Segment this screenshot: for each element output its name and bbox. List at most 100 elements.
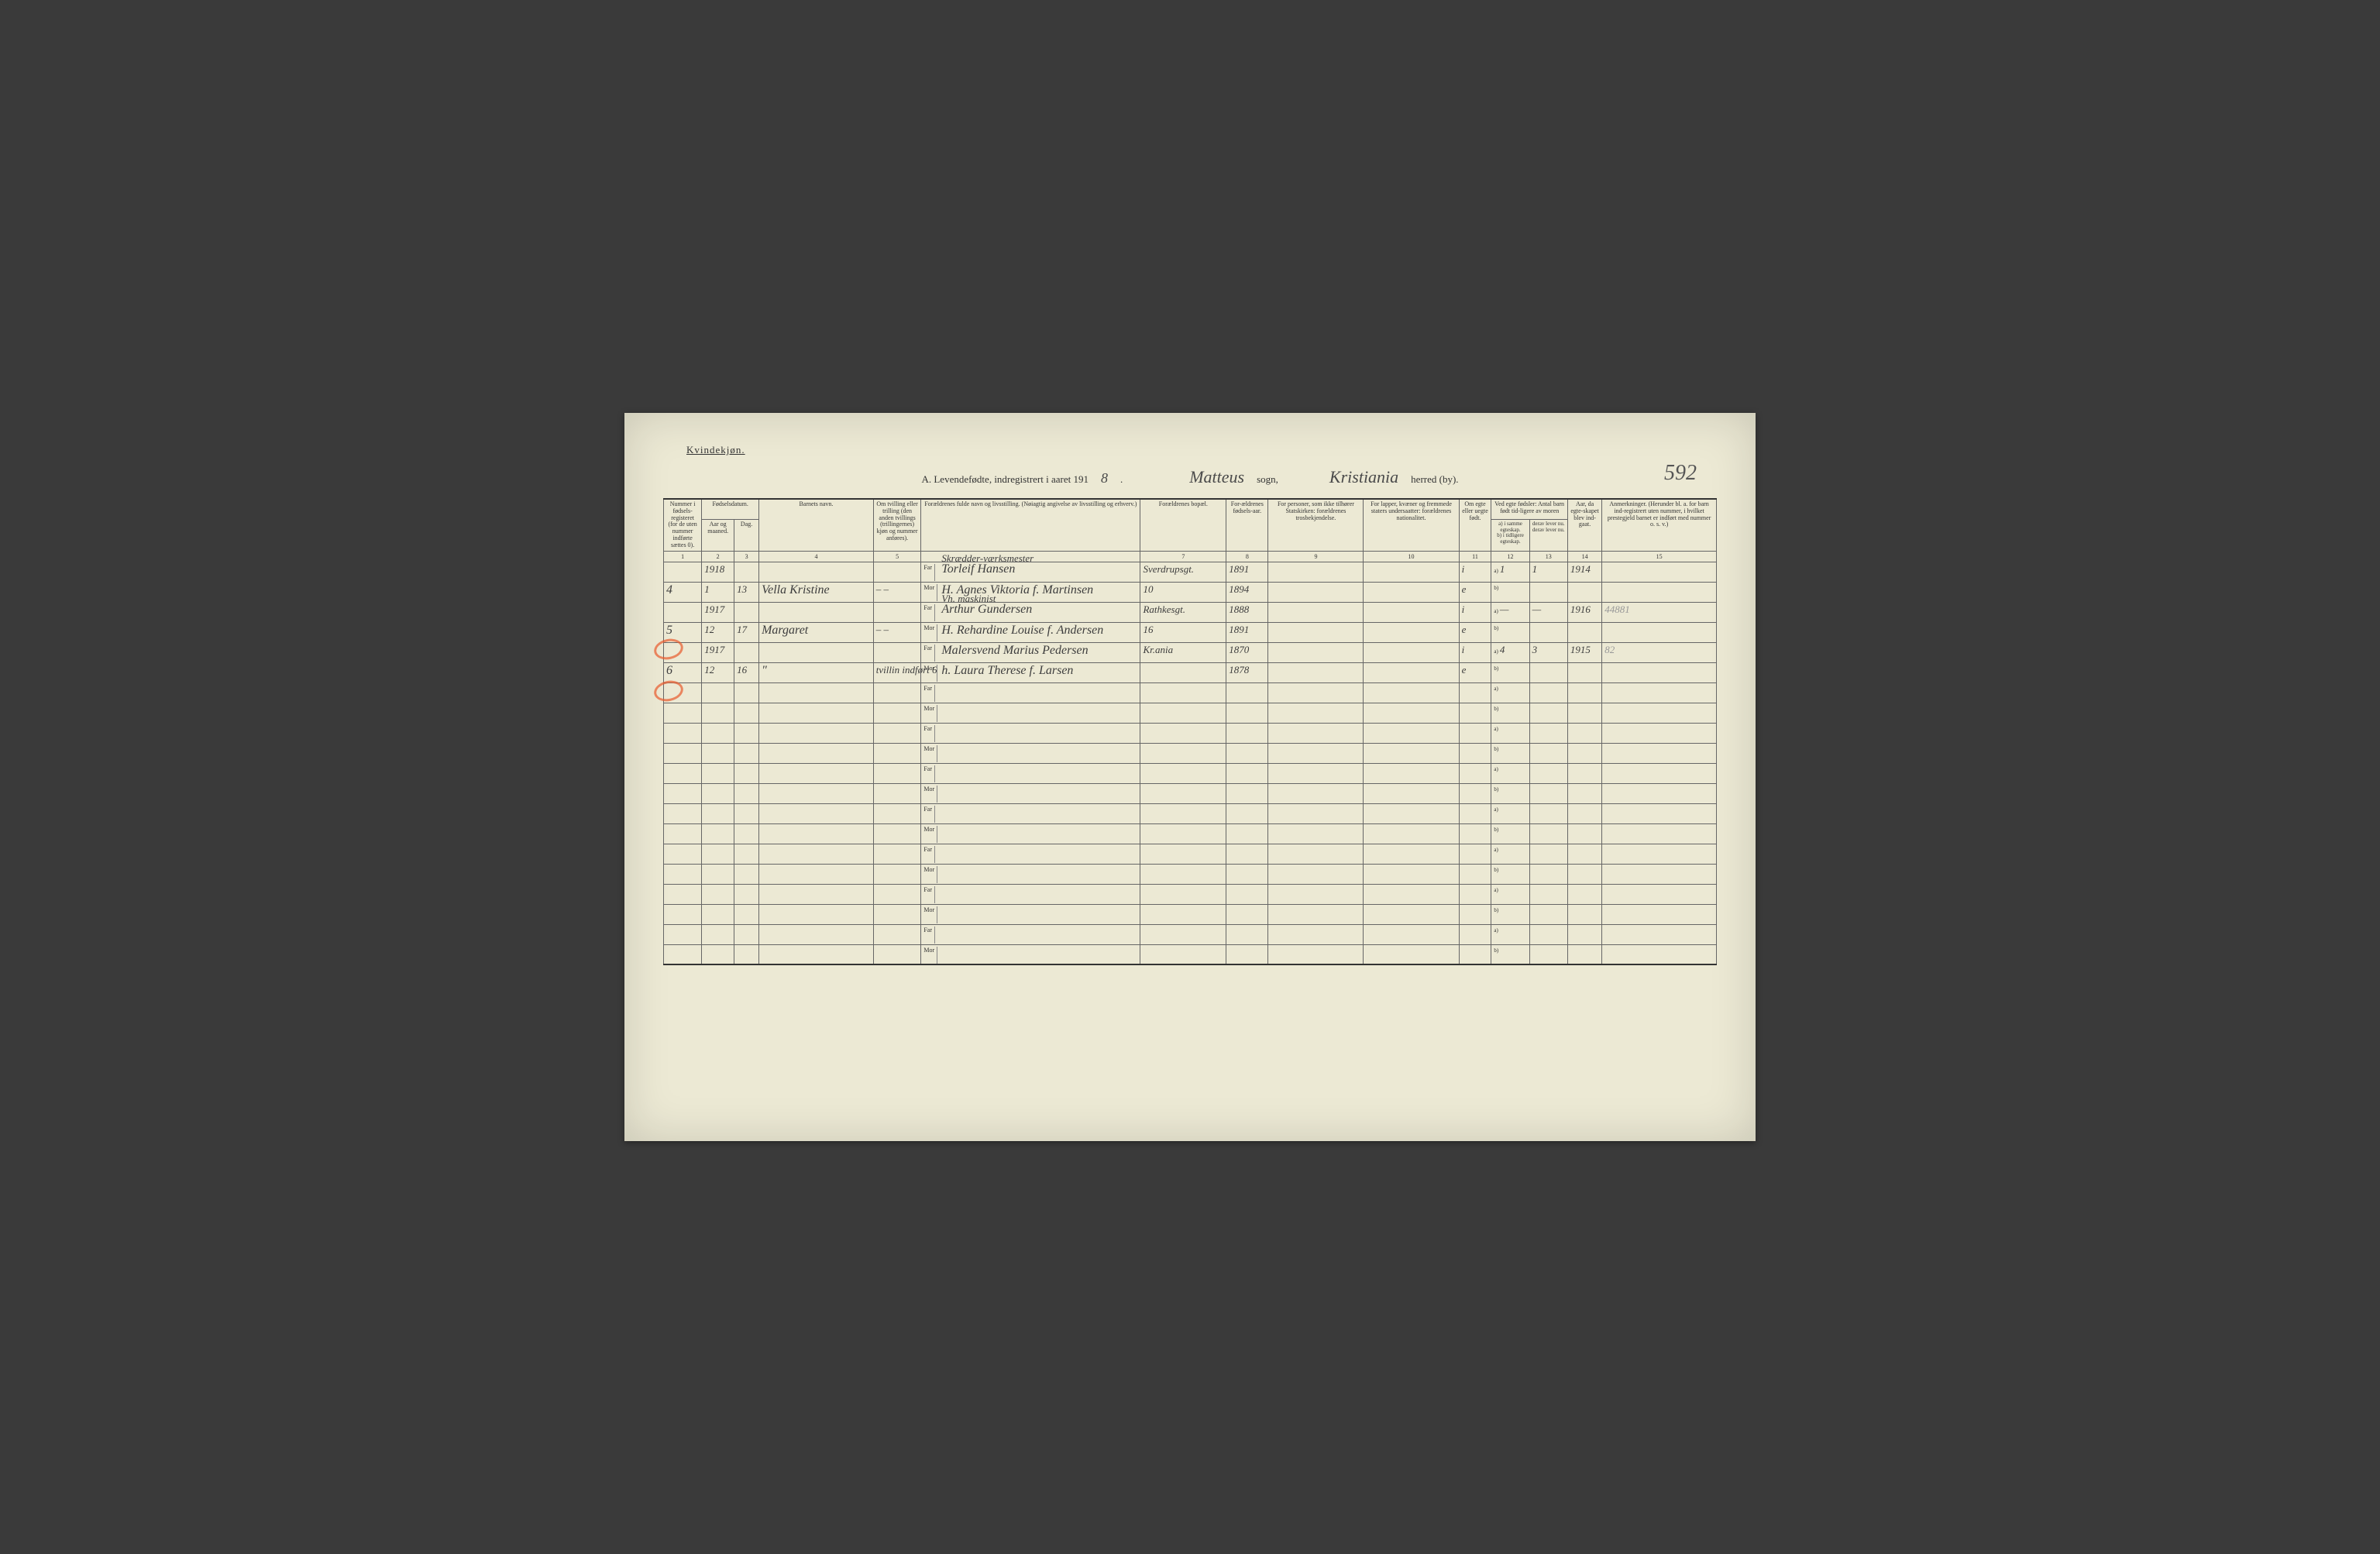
cell bbox=[873, 844, 921, 864]
cell bbox=[1567, 723, 1601, 743]
mor-name: MorH. Rehardine Louise f. Andersen bbox=[921, 622, 1140, 642]
cell bbox=[1602, 783, 1717, 803]
mor-birthyear: 1894 bbox=[1226, 582, 1268, 602]
title-row: A. Levendefødte, indregistrert i aaret 1… bbox=[663, 467, 1717, 487]
cell bbox=[759, 682, 874, 703]
column-number: 2 bbox=[702, 551, 734, 562]
cell bbox=[1459, 783, 1491, 803]
cell bbox=[1226, 904, 1268, 924]
cell bbox=[734, 864, 759, 884]
c9 bbox=[1268, 582, 1364, 602]
cell bbox=[1602, 864, 1717, 884]
mor-label: Mor bbox=[921, 864, 1140, 884]
cell bbox=[734, 823, 759, 844]
herred-label: herred (by). bbox=[1411, 473, 1458, 486]
c14: 1915 bbox=[1567, 642, 1601, 662]
cell bbox=[1226, 703, 1268, 723]
cell bbox=[1459, 823, 1491, 844]
c10 bbox=[1364, 662, 1459, 682]
cell bbox=[734, 844, 759, 864]
num: 4 bbox=[664, 582, 702, 602]
cell bbox=[1268, 743, 1364, 763]
cell bbox=[734, 924, 759, 944]
cell bbox=[664, 723, 702, 743]
record-row-far: 1917FarVh. maskinistArthur GundersenRath… bbox=[664, 602, 1717, 622]
cell bbox=[702, 743, 734, 763]
cell bbox=[873, 924, 921, 944]
cell bbox=[1226, 844, 1268, 864]
cell bbox=[1602, 924, 1717, 944]
cell bbox=[1459, 743, 1491, 763]
egte: i bbox=[1459, 642, 1491, 662]
cell bbox=[1364, 743, 1459, 763]
cell bbox=[873, 904, 921, 924]
cell bbox=[1529, 763, 1567, 783]
cell bbox=[1140, 763, 1226, 783]
cell bbox=[873, 783, 921, 803]
cell bbox=[702, 763, 734, 783]
c9 bbox=[1268, 562, 1364, 582]
record-row-far: 1917FarMalersvend Marius PedersenKr.ania… bbox=[664, 642, 1717, 662]
cell bbox=[1567, 823, 1601, 844]
day bbox=[734, 642, 759, 662]
c13b bbox=[1529, 662, 1567, 682]
cell bbox=[873, 763, 921, 783]
cell bbox=[702, 884, 734, 904]
cell bbox=[734, 884, 759, 904]
cell bbox=[1226, 864, 1268, 884]
ab: b) bbox=[1491, 944, 1529, 964]
mor-label: Mor bbox=[921, 783, 1140, 803]
cell bbox=[1602, 723, 1717, 743]
cell bbox=[1226, 924, 1268, 944]
cell bbox=[1567, 803, 1601, 823]
c9 bbox=[1268, 662, 1364, 682]
far-label: Far bbox=[921, 884, 1140, 904]
empty-row: Morb) bbox=[664, 823, 1717, 844]
mor-label: Mor bbox=[921, 823, 1140, 844]
cell bbox=[759, 703, 874, 723]
child-name: Margaret bbox=[759, 622, 874, 642]
ab: a) bbox=[1491, 723, 1529, 743]
cell bbox=[759, 743, 874, 763]
cell bbox=[1140, 743, 1226, 763]
column-number: 3 bbox=[734, 551, 759, 562]
year: 1918 bbox=[702, 562, 734, 582]
cell bbox=[1140, 783, 1226, 803]
empty-row: Mor b) bbox=[664, 944, 1717, 964]
col-12a-header: a) i samme egteskap. b) i tidligere egte… bbox=[1491, 519, 1529, 551]
cell bbox=[1602, 682, 1717, 703]
column-number: 15 bbox=[1602, 551, 1717, 562]
col-7-header: Forældrenes bopæl. bbox=[1140, 499, 1226, 551]
cell bbox=[1459, 763, 1491, 783]
c14 bbox=[1567, 662, 1601, 682]
col-1-header: Nummer i fødsels-registeret (for de uten… bbox=[664, 499, 702, 551]
egte: e bbox=[1459, 622, 1491, 642]
empty-row: Far a) bbox=[664, 723, 1717, 743]
c14 bbox=[1567, 582, 1601, 602]
cell bbox=[1364, 783, 1459, 803]
empty-row: Fara) bbox=[664, 682, 1717, 703]
cell bbox=[664, 783, 702, 803]
c12b: b) bbox=[1491, 662, 1529, 682]
cell bbox=[1268, 944, 1364, 964]
empty-row: Morb) bbox=[664, 703, 1717, 723]
cell bbox=[1364, 904, 1459, 924]
far-label: Far bbox=[921, 723, 1140, 743]
mor-label: Mor bbox=[921, 944, 1140, 964]
c13: 1 bbox=[1529, 562, 1567, 582]
c9 bbox=[1268, 602, 1364, 622]
mor-label: Mor bbox=[921, 743, 1140, 763]
sogn-value: Matteus bbox=[1185, 467, 1249, 487]
cell bbox=[1602, 944, 1717, 964]
cell bbox=[1364, 682, 1459, 703]
cell bbox=[664, 763, 702, 783]
day bbox=[734, 602, 759, 622]
register-table: Nummer i fødsels-registeret (for de uten… bbox=[663, 498, 1717, 965]
ab: a) bbox=[1491, 844, 1529, 864]
cell bbox=[702, 864, 734, 884]
cell bbox=[1268, 783, 1364, 803]
cell bbox=[1459, 682, 1491, 703]
col-2a-header: Aar og maaned. bbox=[702, 519, 734, 551]
mor-bopel: 10 bbox=[1140, 582, 1226, 602]
num: 6 bbox=[664, 662, 702, 682]
